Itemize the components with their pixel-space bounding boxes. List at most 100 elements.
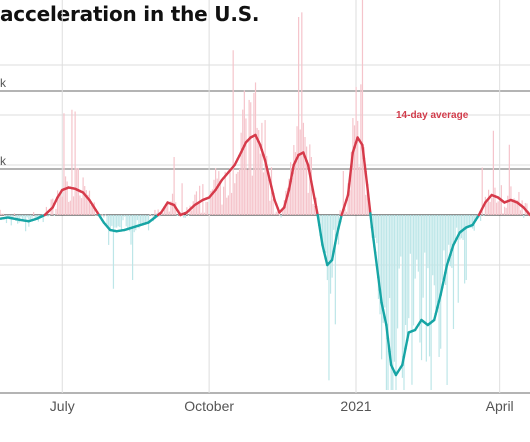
daily-bar [516, 200, 518, 215]
daily-bar [230, 192, 233, 215]
daily-bar [440, 215, 442, 349]
daily-bar [25, 215, 27, 232]
daily-bar [499, 198, 501, 215]
daily-bar [205, 201, 207, 215]
daily-bar [460, 215, 463, 239]
daily-bar [88, 190, 91, 215]
daily-bar [154, 209, 156, 215]
daily-bar [491, 197, 493, 215]
daily-bar [26, 215, 28, 218]
daily-bar [492, 130, 494, 215]
daily-bar [258, 130, 260, 215]
daily-bar [106, 215, 108, 228]
daily-bar [191, 210, 193, 215]
daily-bar [163, 205, 166, 215]
daily-bar [272, 198, 274, 215]
daily-bar [412, 215, 415, 326]
average-segment [334, 233, 339, 245]
daily-bar [523, 215, 525, 218]
daily-bar [444, 215, 447, 285]
average-segment [372, 238, 377, 254]
daily-bar [109, 215, 111, 230]
daily-bar [250, 102, 252, 215]
daily-bar [254, 82, 257, 215]
daily-bar [221, 204, 223, 215]
y-tick-label: k [0, 154, 7, 168]
daily-bar [293, 145, 295, 215]
daily-bar [406, 215, 408, 337]
daily-bar [342, 171, 344, 215]
daily-bar [301, 12, 303, 216]
daily-bar [313, 205, 316, 215]
daily-bar [312, 203, 314, 215]
daily-bar [433, 215, 435, 286]
daily-bar [5, 215, 8, 224]
daily-bar [36, 215, 38, 219]
average-segment [330, 250, 335, 262]
daily-bar [95, 215, 97, 216]
daily-bar [427, 215, 429, 269]
daily-bar [53, 215, 55, 216]
daily-bar [481, 167, 483, 215]
daily-bar [262, 172, 265, 215]
daily-bar [361, 0, 364, 215]
daily-bar [56, 190, 59, 215]
daily-bar [116, 215, 118, 228]
daily-bar [404, 215, 407, 326]
daily-bar [336, 215, 338, 240]
daily-bar [438, 215, 440, 357]
daily-bar [296, 126, 298, 215]
daily-bar [448, 215, 450, 245]
daily-bar [61, 196, 63, 215]
daily-bar [227, 195, 229, 215]
daily-bar [138, 215, 140, 229]
daily-bar [1, 213, 3, 215]
daily-bar [446, 215, 448, 385]
daily-bar [160, 214, 162, 215]
daily-bar [344, 208, 346, 215]
daily-bar [267, 171, 269, 215]
daily-bar [280, 215, 282, 218]
daily-bar [403, 215, 405, 390]
daily-bar [87, 194, 89, 215]
daily-bar [385, 215, 388, 390]
daily-bar [208, 214, 210, 216]
daily-bar [511, 199, 514, 215]
daily-bar [136, 215, 138, 221]
average-segment [289, 172, 294, 183]
daily-bar [0, 209, 1, 215]
daily-bar [331, 215, 333, 278]
daily-bar [31, 215, 33, 219]
daily-bar [33, 211, 35, 215]
daily-bar [170, 201, 172, 215]
daily-bar [288, 178, 290, 215]
daily-bar [401, 215, 403, 378]
daily-bar [159, 215, 161, 217]
average-segment [310, 180, 315, 192]
chart-title: acceleration in the U.S. [0, 2, 260, 26]
average-segment [380, 301, 385, 312]
daily-bar [277, 209, 279, 215]
daily-bar [374, 215, 376, 238]
daily-bar [269, 200, 271, 215]
average-segment [369, 212, 374, 229]
daily-bar [55, 208, 57, 215]
daily-bar [352, 117, 354, 215]
daily-bar [60, 189, 62, 215]
daily-bar [68, 201, 70, 215]
daily-bar [251, 175, 253, 215]
daily-bar [264, 120, 266, 215]
daily-bar [248, 99, 250, 215]
daily-bar [139, 215, 142, 225]
x-tick-label: April [486, 398, 514, 414]
daily-bar [245, 118, 247, 215]
average-segment [346, 179, 351, 197]
daily-bar [235, 173, 237, 215]
daily-bar [298, 17, 300, 215]
daily-bar [130, 215, 132, 245]
daily-bar [173, 157, 175, 215]
daily-bar [384, 215, 386, 308]
daily-bar [470, 215, 472, 228]
average-segment [365, 183, 370, 201]
